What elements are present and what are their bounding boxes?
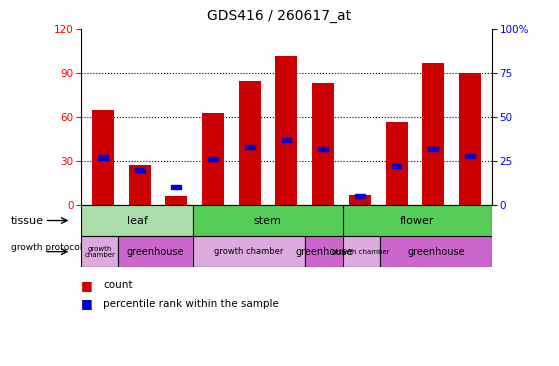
Bar [343,236,380,267]
Bar [459,73,481,205]
Bar [318,147,328,151]
Text: greenhouse: greenhouse [127,247,184,257]
Bar [208,157,218,161]
Bar [282,138,291,142]
Text: greenhouse: greenhouse [407,247,465,257]
Bar [392,164,401,168]
Bar [81,205,193,236]
Bar [386,122,408,205]
Bar [422,63,444,205]
Bar [193,205,343,236]
Bar [81,236,119,267]
Text: greenhouse: greenhouse [295,247,353,257]
Text: count: count [103,280,133,291]
Text: ■: ■ [81,279,93,292]
Bar [465,154,475,158]
Bar [355,194,365,198]
Bar [129,165,151,205]
Bar [312,83,334,205]
Text: tissue: tissue [11,216,44,225]
Bar [276,56,297,205]
Bar [193,236,305,267]
Text: leaf: leaf [127,216,148,225]
Bar [305,236,343,267]
Text: growth
chamber: growth chamber [84,246,115,258]
Bar [202,113,224,205]
Text: ■: ■ [81,297,93,310]
Bar [343,205,492,236]
Bar [135,168,145,172]
Bar [165,196,187,205]
Bar [172,185,181,190]
Text: percentile rank within the sample: percentile rank within the sample [103,299,280,309]
Bar [98,156,108,160]
Text: growth chamber: growth chamber [333,249,390,255]
Bar [119,236,193,267]
Bar [380,236,492,267]
Text: stem: stem [254,216,282,225]
Bar [428,147,438,151]
Bar [349,195,371,205]
Text: growth chamber: growth chamber [215,247,284,256]
Text: GDS416 / 260617_at: GDS416 / 260617_at [207,9,352,23]
Bar [92,110,114,205]
Bar [239,81,261,205]
Text: growth protocol: growth protocol [11,243,83,252]
Bar [245,145,255,149]
Text: flower: flower [400,216,434,225]
